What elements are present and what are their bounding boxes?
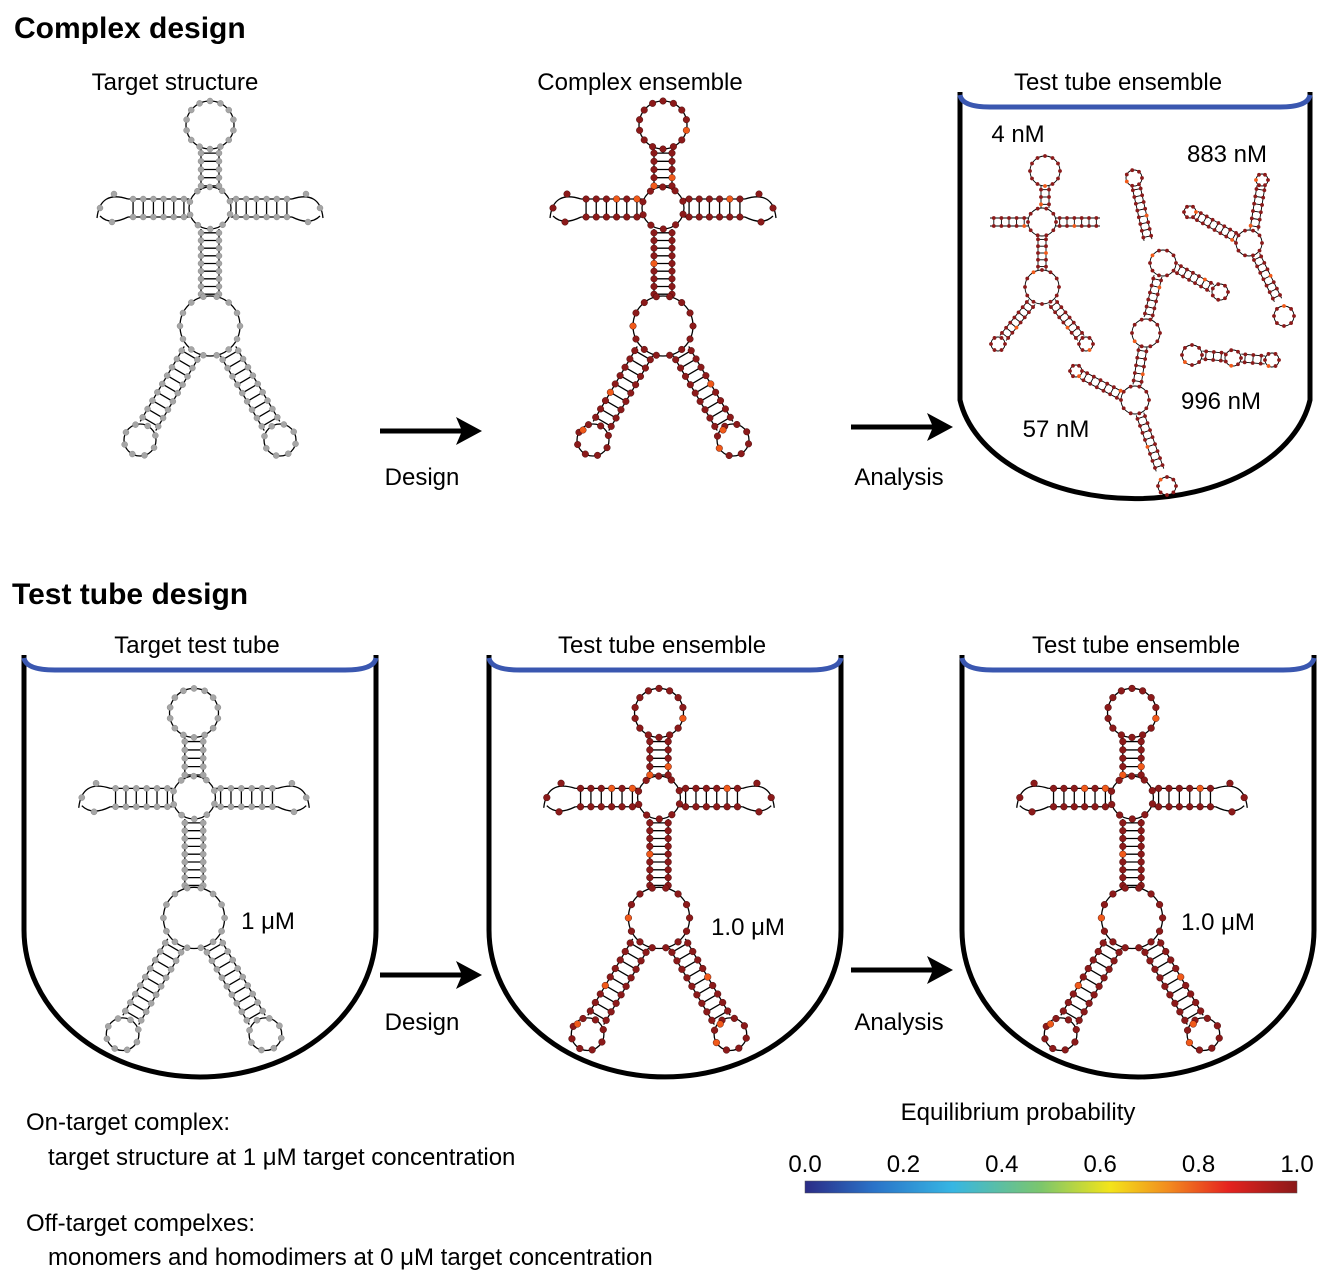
arrow-design-top: [380, 417, 482, 445]
test-tube-target: [21, 655, 379, 1080]
label-tube-ensemble-right: Test tube ensemble: [1032, 632, 1240, 659]
conc-label-target: 1 μM: [241, 908, 295, 935]
structure-target-tube: [78, 685, 310, 1054]
structure-complex-ensemble: [549, 97, 777, 460]
complex-996nm: [1180, 343, 1281, 368]
colorbar: [804, 1180, 1298, 1194]
label-target-structure: Target structure: [92, 69, 259, 96]
arrow-label-analysis-top: Analysis: [854, 464, 943, 491]
structure-right-tube: [1016, 684, 1248, 1054]
label-complex-ensemble: Complex ensemble: [537, 69, 742, 96]
note-on-target-desc: target structure at 1 μM target concentr…: [48, 1144, 515, 1171]
conc-label-57nm: 57 nM: [1023, 416, 1090, 443]
note-on-target-title: On-target complex:: [26, 1109, 230, 1136]
colorbar-title: Equilibrium probability: [901, 1099, 1136, 1126]
colorbar-tick-label: 0.6: [1084, 1151, 1117, 1178]
conc-label-883nm: 883 nM: [1187, 141, 1267, 168]
note-off-target-title: Off-target compelxes:: [26, 1210, 255, 1237]
colorbar-tick-label: 0.4: [985, 1151, 1018, 1178]
label-tube-ensemble-mid: Test tube ensemble: [558, 632, 766, 659]
colorbar-tick-label: 0.2: [887, 1151, 920, 1178]
colorbar-ticks: 0.0 0.2 0.4 0.6 0.8 1.0: [788, 1151, 1313, 1178]
test-tube-right: [959, 655, 1317, 1080]
section-title-tube: Test tube design: [12, 578, 248, 611]
test-tube-mid: [486, 655, 844, 1080]
arrow-label-design-bottom: Design: [385, 1009, 460, 1036]
complex-883nm: [1182, 172, 1296, 328]
test-tube-top: [957, 92, 1313, 502]
complex-4nm: [989, 154, 1100, 352]
complex-57nm: [1068, 168, 1230, 497]
colorbar-tick-label: 0.8: [1182, 1151, 1215, 1178]
colorbar-tick-label: 0.0: [788, 1151, 821, 1178]
label-tube-ensemble-top: Test tube ensemble: [1014, 69, 1222, 96]
structure-target: [96, 97, 324, 459]
section-title-complex: Complex design: [14, 12, 246, 45]
structure-mid-tube: [543, 684, 775, 1054]
arrow-design-bottom: [380, 961, 482, 989]
note-off-target-desc: monomers and homodimers at 0 μM target c…: [48, 1244, 653, 1271]
conc-label-996nm: 996 nM: [1181, 388, 1261, 415]
arrow-analysis-top: [851, 413, 953, 441]
conc-label-mid: 1.0 μM: [711, 914, 785, 941]
secondary-structures: [78, 97, 1296, 1054]
conc-label-right: 1.0 μM: [1181, 909, 1255, 936]
label-target-test-tube: Target test tube: [114, 632, 279, 659]
conc-label-4nm: 4 nM: [991, 121, 1044, 148]
arrow-analysis-bottom: [851, 956, 953, 984]
arrow-label-analysis-bottom: Analysis: [854, 1009, 943, 1036]
arrow-label-design-top: Design: [385, 464, 460, 491]
colorbar-tick-label: 1.0: [1280, 1151, 1313, 1178]
